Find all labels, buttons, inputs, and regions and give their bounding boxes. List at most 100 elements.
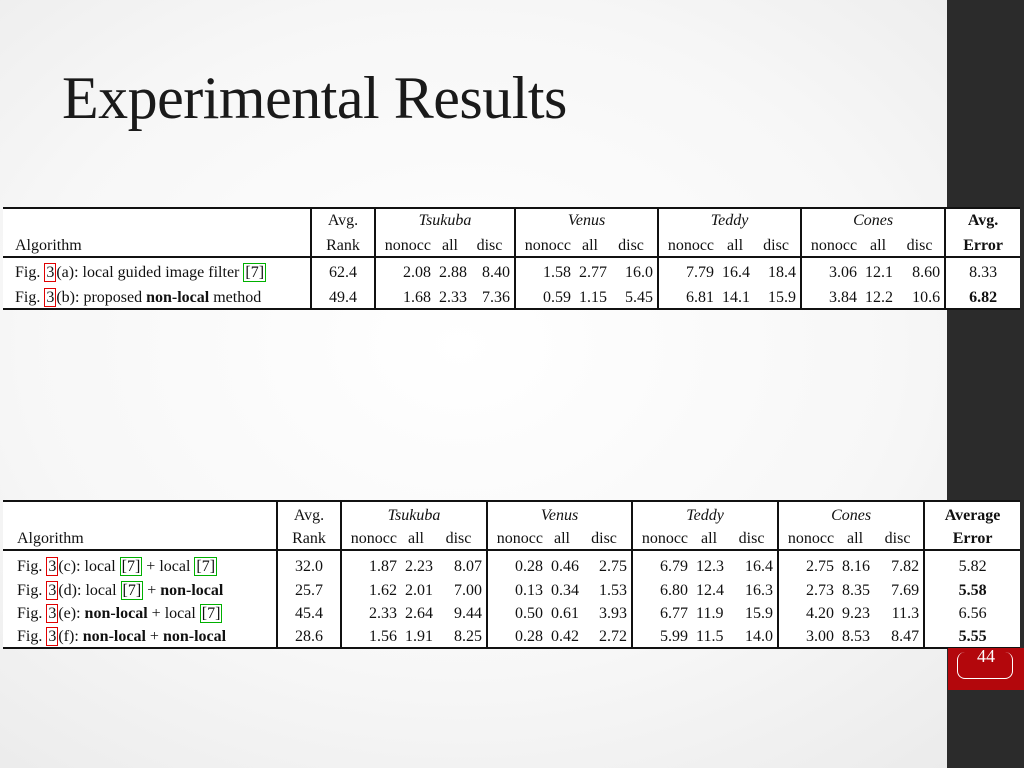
value-cell: 3.06: [800, 260, 862, 284]
value-cell: 15.9: [745, 605, 774, 623]
value-cell: 8.53: [842, 628, 871, 645]
value-cell: 2.77: [579, 264, 607, 282]
value-cell: 3.93: [599, 605, 628, 623]
citation-ref[interactable]: [7]: [120, 580, 144, 600]
rank-header-bottom: Rank: [310, 231, 375, 257]
error-header-top: Avg.: [944, 208, 1021, 232]
citation-ref[interactable]: [7]: [243, 263, 267, 283]
value-cell: 9.44: [454, 605, 482, 623]
sub-header: disc: [763, 236, 789, 254]
sub-header: nonocc: [777, 525, 839, 551]
value-cell: 6.81: [657, 283, 719, 309]
value-cell: 7.69: [891, 581, 920, 599]
value-cell: 3.00: [777, 624, 839, 648]
table-row: Fig. 3 (f): non-local + non-local 28.6 1.56…: [3, 624, 1021, 648]
sub-header: disc: [738, 530, 765, 548]
value-cell: 0.34: [551, 581, 579, 599]
value-cell: 2.75: [599, 558, 628, 576]
algorithm-cell: Fig. 3 (f): non-local + non-local: [17, 627, 227, 646]
table-row: Fig. 3 (e): non-local + local [7] 45.4 2.33…: [3, 600, 1021, 625]
value-cell: 5.99: [631, 624, 693, 648]
sub-header: all: [847, 530, 864, 548]
value-cell: 16.4: [745, 558, 774, 576]
algorithm-cell: Fig. 3 (b): proposed non-local method: [15, 288, 262, 307]
citation-ref[interactable]: [7]: [194, 557, 218, 577]
value-cell: 18.4: [768, 264, 797, 282]
value-cell: 12.2: [865, 289, 894, 306]
sub-header: nonocc: [374, 231, 435, 257]
figure-ref[interactable]: 3: [44, 288, 57, 307]
sub-header: disc: [618, 236, 644, 254]
value-cell: 0.61: [551, 605, 579, 623]
sub-header: nonocc: [340, 525, 401, 551]
value-cell: 0.46: [551, 558, 579, 576]
value-cell: 16.0: [625, 264, 654, 282]
value-cell: 7.82: [891, 558, 920, 576]
results-table-1: Avg. Tsukuba Venus Teddy Cones Avg. Algo…: [3, 207, 1021, 310]
error-cell: 5.58: [923, 577, 1021, 601]
group-header-teddy: Teddy: [657, 208, 802, 232]
rank-cell: 25.7: [276, 577, 341, 601]
value-cell: 2.73: [777, 577, 839, 601]
error-cell: 5.55: [923, 624, 1021, 648]
figure-ref[interactable]: 3: [46, 580, 59, 600]
group-header-venus: Venus: [513, 208, 659, 232]
figure-ref[interactable]: 3: [46, 604, 59, 624]
value-cell: 1.53: [599, 581, 628, 599]
value-cell: 0.28: [486, 624, 547, 648]
figure-ref[interactable]: 3: [46, 627, 59, 646]
algorithm-cell: Fig. 3 (c): local [7] + local [7]: [17, 557, 218, 577]
value-cell: 2.23: [405, 558, 433, 576]
error-header-bottom: Error: [944, 231, 1021, 257]
group-header-cones: Cones: [777, 501, 925, 526]
citation-ref[interactable]: [7]: [199, 604, 223, 624]
rank-cell: 62.4: [310, 260, 375, 284]
value-cell: 3.84: [800, 283, 862, 309]
value-cell: 2.72: [599, 628, 628, 645]
rank-header-bottom: Rank: [276, 525, 341, 551]
slide-title: Experimental Results: [62, 65, 567, 131]
value-cell: 15.9: [768, 289, 797, 306]
value-cell: 8.07: [454, 558, 482, 576]
value-cell: 6.80: [631, 577, 693, 601]
value-cell: 2.08: [374, 260, 435, 284]
value-cell: 1.58: [514, 260, 575, 284]
value-cell: 7.36: [482, 289, 510, 306]
sub-header: nonocc: [631, 525, 693, 551]
algorithm-cell: Fig. 3 (a): local guided image filter [7]: [15, 263, 267, 283]
value-cell: 1.62: [340, 577, 401, 601]
slide-number-frame: [957, 652, 1013, 679]
value-cell: 2.88: [439, 264, 467, 282]
error-header-bottom: Error: [923, 525, 1021, 551]
value-cell: 12.3: [696, 558, 725, 576]
value-cell: 2.64: [405, 605, 433, 623]
rank-header-top: Avg.: [310, 208, 375, 232]
algorithm-cell: Fig. 3 (d): local [7] + non-local: [17, 580, 224, 600]
sub-header: all: [408, 530, 424, 548]
table-row: Fig. 3 (b): proposed non-local method 49.…: [3, 283, 1021, 309]
sub-header: all: [582, 236, 598, 254]
sub-header: nonocc: [800, 231, 862, 257]
value-cell: 5.45: [625, 289, 654, 306]
value-cell: 0.50: [486, 600, 547, 625]
group-header-tsukuba: Tsukuba: [374, 208, 515, 232]
sub-header: disc: [884, 530, 911, 548]
value-cell: 0.42: [551, 628, 579, 645]
figure-ref[interactable]: 3: [44, 263, 57, 283]
algorithm-header: Algorithm: [17, 530, 84, 548]
figure-ref[interactable]: 3: [46, 557, 59, 577]
value-cell: 9.23: [842, 605, 871, 623]
value-cell: 8.25: [454, 628, 482, 645]
sub-header: nonocc: [657, 231, 719, 257]
group-header-teddy: Teddy: [631, 501, 779, 526]
value-cell: 8.40: [482, 264, 510, 282]
value-cell: 1.91: [405, 628, 433, 645]
value-cell: 11.5: [696, 628, 724, 645]
sub-header: disc: [591, 530, 617, 548]
value-cell: 1.87: [340, 553, 401, 578]
rank-cell: 49.4: [310, 283, 375, 309]
value-cell: 16.4: [722, 264, 751, 282]
error-cell: 6.56: [923, 600, 1021, 625]
citation-ref[interactable]: [7]: [119, 557, 143, 577]
value-cell: 2.33: [439, 289, 467, 306]
